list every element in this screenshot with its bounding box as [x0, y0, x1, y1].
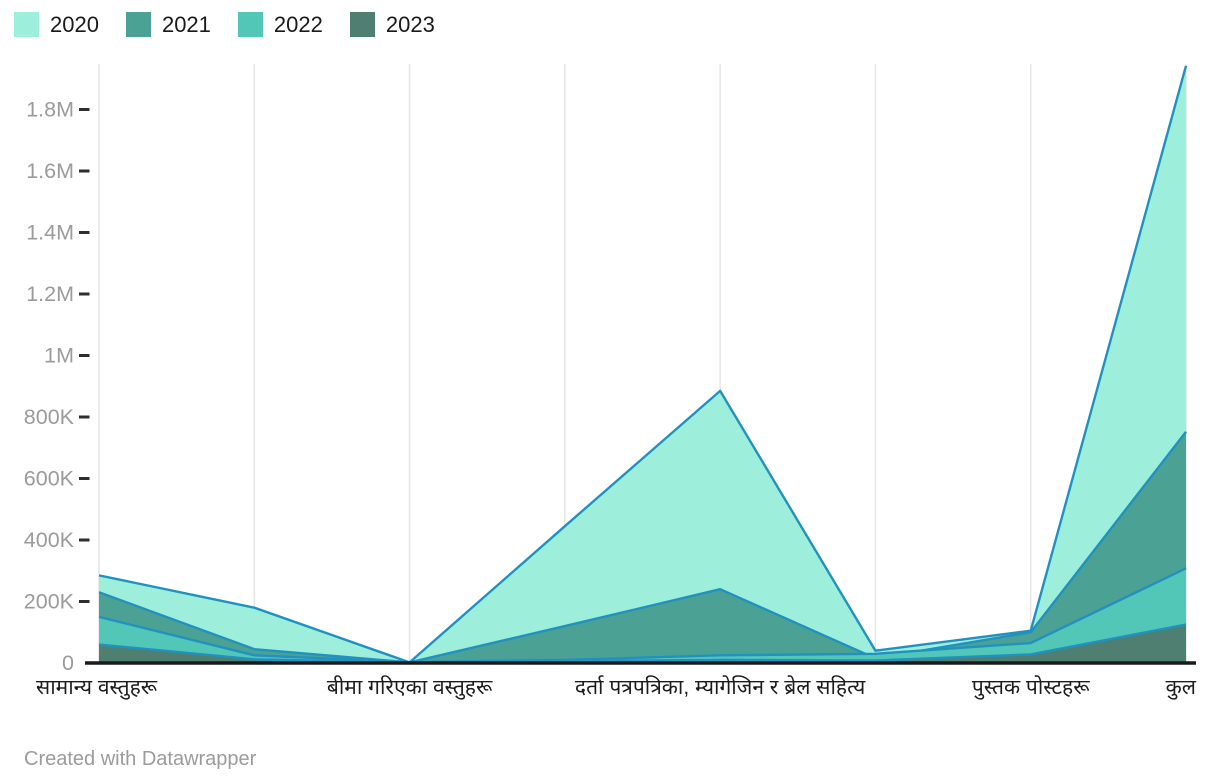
legend-item-2023: 2023	[349, 12, 435, 37]
y-tick-label: 1.8M	[26, 98, 74, 122]
legend-label: 2022	[273, 12, 323, 37]
legend-swatch-icon	[14, 12, 39, 37]
x-axis-label: दर्ता पत्रपत्रिका, म्यागेजिन र ब्रेल सहि…	[575, 675, 866, 699]
y-tick-label: 200K	[24, 590, 75, 614]
legend-label: 2021	[161, 12, 211, 37]
y-tick-label: 1.2M	[26, 282, 74, 306]
legend-swatch-icon	[237, 12, 263, 37]
legend-label: 2020	[50, 12, 99, 37]
chart-legend: 2020 2021 2022 2023	[14, 12, 435, 37]
y-tick-label: 600K	[24, 467, 75, 491]
y-tick-label: 1.6M	[26, 159, 74, 183]
y-tick-label: 800K	[24, 405, 75, 429]
x-axis-label: बीमा गरिएका वस्तुहरू	[327, 675, 493, 700]
x-axis-label: कुल	[1166, 676, 1197, 700]
line-2022	[98, 567, 1187, 664]
legend-label: 2023	[385, 12, 435, 37]
legend-swatch-icon	[125, 12, 151, 37]
x-axis-label: पुस्तक पोस्टहरू	[972, 675, 1090, 700]
legend-item-2021: 2021	[125, 12, 211, 37]
line-2023	[98, 623, 1187, 664]
legend-item-2022: 2022	[237, 12, 323, 37]
legend-item-2020: 2020	[14, 12, 99, 37]
line-2021	[98, 431, 1187, 664]
legend-swatch-icon	[349, 12, 375, 37]
line-2020	[98, 65, 1188, 664]
x-axis-label: सामान्य वस्तुहरू	[36, 676, 158, 700]
datawrapper-credit-link[interactable]: Created with Datawrapper	[24, 748, 257, 770]
area-2023	[99, 624, 1186, 663]
y-tick-label: 0	[62, 651, 74, 675]
y-tick-label: 1M	[44, 344, 74, 368]
y-tick-label: 1.4M	[26, 221, 74, 245]
area-2020	[99, 65, 1186, 663]
y-tick-label: 400K	[24, 528, 75, 552]
